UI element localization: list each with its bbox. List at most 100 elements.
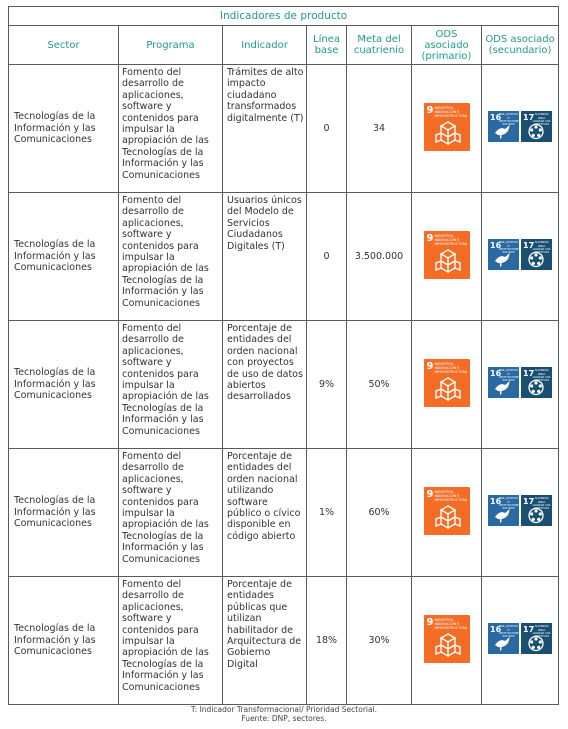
cubes-icon: [434, 120, 461, 146]
table-footnote: T: Indicador Transformacional/ Prioridad…: [0, 705, 568, 723]
cell-ods-secundario: 16 PAZ, JUSTICIA E INSTITUCIONES SÓLIDAS …: [480, 64, 560, 193]
ods-number: 16: [490, 369, 502, 379]
cell-ods-secundario: 16 PAZ, JUSTICIA E INSTITUCIONES SÓLIDAS …: [480, 320, 560, 449]
cell-indicador: Porcentaje de entidades del orden nacion…: [222, 448, 307, 577]
cell-indicador: Trámites de alto impacto ciudadano trans…: [222, 64, 307, 193]
ods-16-badge: 16 PAZ, JUSTICIA E INSTITUCIONES SÓLIDAS: [488, 495, 521, 527]
footnote-transformational: T: Indicador Transformacional/ Prioridad…: [190, 705, 378, 714]
partnership-icon: [528, 636, 544, 652]
cell-sector: Tecnologías de la Información y las Comu…: [8, 192, 119, 321]
ods-9-badge: 9 INDUSTRIA, INNOVACIÓN E INFRAESTRUCTURA: [423, 614, 470, 663]
ods-secondary-badges: 16 PAZ, JUSTICIA E INSTITUCIONES SÓLIDAS …: [488, 239, 553, 271]
cubes-icon: [434, 504, 461, 530]
dove-icon: [495, 637, 511, 651]
ods-16-badge: 16 PAZ, JUSTICIA E INSTITUCIONES SÓLIDAS: [488, 623, 521, 655]
ods-number: 16: [490, 113, 502, 123]
table-title: Indicadores de producto: [7, 6, 560, 26]
ods-9-badge: 9 INDUSTRIA, INNOVACIÓN E INFRAESTRUCTURA: [423, 486, 470, 535]
cell-sector: Tecnologías de la Información y las Comu…: [8, 448, 119, 577]
header-programa: Programa: [118, 25, 223, 65]
cell-ods-primario: 9 INDUSTRIA, INNOVACIÓN E INFRAESTRUCTURA: [411, 192, 482, 321]
ods-17-badge: 17 ALIANZAS PARA LOGRAR LOS OBJETIVOS: [521, 495, 553, 527]
ods-number: 17: [523, 369, 535, 379]
ods-number: 9: [426, 104, 434, 116]
dove-icon: [495, 253, 511, 267]
ods-16-badge: 16 PAZ, JUSTICIA E INSTITUCIONES SÓLIDAS: [488, 239, 521, 271]
cubes-icon: [434, 376, 461, 402]
cell-sector: Tecnologías de la Información y las Comu…: [8, 64, 119, 193]
cell-ods-primario: 9 INDUSTRIA, INNOVACIÓN E INFRAESTRUCTURA: [411, 576, 482, 705]
ods-label: INDUSTRIA, INNOVACIÓN E INFRAESTRUCTURA: [434, 105, 468, 118]
header-sector: Sector: [8, 25, 119, 65]
cell-programa: Fomento del desarrollo de aplicaciones, …: [118, 192, 223, 321]
cell-meta: 34: [346, 64, 412, 193]
cell-sector: Tecnologías de la Información y las Comu…: [8, 576, 119, 705]
ods-secondary-badges: 16 PAZ, JUSTICIA E INSTITUCIONES SÓLIDAS …: [488, 111, 553, 143]
cell-linea-base: 9%: [306, 320, 347, 449]
cell-linea-base: 0: [306, 192, 347, 321]
ods-17-badge: 17 ALIANZAS PARA LOGRAR LOS OBJETIVOS: [521, 367, 553, 399]
ods-number: 9: [426, 488, 434, 500]
header-ods-primario: ODS asociado (primario): [411, 25, 482, 65]
ods-9-badge: 9 INDUSTRIA, INNOVACIÓN E INFRAESTRUCTURA: [423, 358, 470, 407]
cell-programa: Fomento del desarrollo de aplicaciones, …: [118, 320, 223, 449]
cell-ods-secundario: 16 PAZ, JUSTICIA E INSTITUCIONES SÓLIDAS …: [480, 192, 560, 321]
ods-label: ALIANZAS PARA LOGRAR LOS OBJETIVOS: [532, 496, 551, 511]
ods-number: 9: [426, 232, 434, 244]
ods-number: 17: [523, 241, 535, 251]
footnote-source: Fuente: DNP, sectores.: [241, 714, 327, 723]
cell-indicador: Usuarios únicos del Modelo de Servicios …: [222, 192, 307, 321]
cell-indicador: Porcentaje de entidades públicas que uti…: [222, 576, 307, 705]
cell-linea-base: 18%: [306, 576, 347, 705]
ods-number: 16: [490, 625, 502, 635]
ods-label: INDUSTRIA, INNOVACIÓN E INFRAESTRUCTURA: [434, 233, 468, 246]
table-row: Tecnologías de la Información y las Comu…: [8, 448, 560, 577]
cell-ods-secundario: 16 PAZ, JUSTICIA E INSTITUCIONES SÓLIDAS …: [480, 576, 560, 705]
ods-secondary-badges: 16 PAZ, JUSTICIA E INSTITUCIONES SÓLIDAS …: [488, 623, 553, 655]
cell-programa: Fomento del desarrollo de aplicaciones, …: [118, 576, 223, 705]
ods-number: 16: [490, 241, 502, 251]
cell-ods-secundario: 16 PAZ, JUSTICIA E INSTITUCIONES SÓLIDAS …: [480, 448, 560, 577]
ods-17-badge: 17 ALIANZAS PARA LOGRAR LOS OBJETIVOS: [521, 239, 553, 271]
ods-label: PAZ, JUSTICIA E INSTITUCIONES SÓLIDAS: [499, 624, 521, 639]
cell-linea-base: 1%: [306, 448, 347, 577]
ods-17-badge: 17 ALIANZAS PARA LOGRAR LOS OBJETIVOS: [521, 111, 553, 143]
ods-label: INDUSTRIA, INNOVACIÓN E INFRAESTRUCTURA: [434, 361, 468, 374]
ods-label: ALIANZAS PARA LOGRAR LOS OBJETIVOS: [532, 112, 551, 127]
indicators-table: Indicadores de producto Sector Programa …: [7, 6, 560, 705]
partnership-icon: [528, 380, 544, 396]
ods-17-badge: 17 ALIANZAS PARA LOGRAR LOS OBJETIVOS: [521, 623, 553, 655]
ods-secondary-badges: 16 PAZ, JUSTICIA E INSTITUCIONES SÓLIDAS …: [488, 495, 553, 527]
ods-label: INDUSTRIA, INNOVACIÓN E INFRAESTRUCTURA: [434, 489, 468, 502]
cell-meta: 50%: [346, 320, 412, 449]
partnership-icon: [528, 124, 544, 140]
ods-number: 9: [426, 616, 434, 628]
header-meta: Meta del cuatrienio: [346, 25, 412, 65]
table-row: Tecnologías de la Información y las Comu…: [8, 320, 560, 449]
ods-number: 16: [490, 497, 502, 507]
cell-ods-primario: 9 INDUSTRIA, INNOVACIÓN E INFRAESTRUCTURA: [411, 320, 482, 449]
cell-programa: Fomento del desarrollo de aplicaciones, …: [118, 64, 223, 193]
ods-number: 17: [523, 497, 535, 507]
ods-label: PAZ, JUSTICIA E INSTITUCIONES SÓLIDAS: [499, 112, 521, 127]
dove-icon: [495, 509, 511, 523]
ods-label: PAZ, JUSTICIA E INSTITUCIONES SÓLIDAS: [499, 368, 521, 383]
ods-9-badge: 9 INDUSTRIA, INNOVACIÓN E INFRAESTRUCTURA: [423, 230, 470, 279]
dove-icon: [495, 381, 511, 395]
ods-number: 17: [523, 625, 535, 635]
ods-16-badge: 16 PAZ, JUSTICIA E INSTITUCIONES SÓLIDAS: [488, 367, 521, 399]
header-indicador: Indicador: [222, 25, 307, 65]
table-row: Tecnologías de la Información y las Comu…: [8, 576, 560, 705]
ods-label: INDUSTRIA, INNOVACIÓN E INFRAESTRUCTURA: [434, 617, 468, 630]
cubes-icon: [434, 248, 461, 274]
ods-9-badge: 9 INDUSTRIA, INNOVACIÓN E INFRAESTRUCTURA: [423, 102, 470, 151]
ods-label: PAZ, JUSTICIA E INSTITUCIONES SÓLIDAS: [499, 496, 521, 511]
ods-number: 17: [523, 113, 535, 123]
partnership-icon: [528, 252, 544, 268]
cell-indicador: Porcentaje de entidades del orden nacion…: [222, 320, 307, 449]
cell-sector: Tecnologías de la Información y las Comu…: [8, 320, 119, 449]
ods-label: ALIANZAS PARA LOGRAR LOS OBJETIVOS: [532, 368, 551, 383]
cell-meta: 60%: [346, 448, 412, 577]
ods-label: ALIANZAS PARA LOGRAR LOS OBJETIVOS: [532, 624, 551, 639]
cubes-icon: [434, 632, 461, 658]
